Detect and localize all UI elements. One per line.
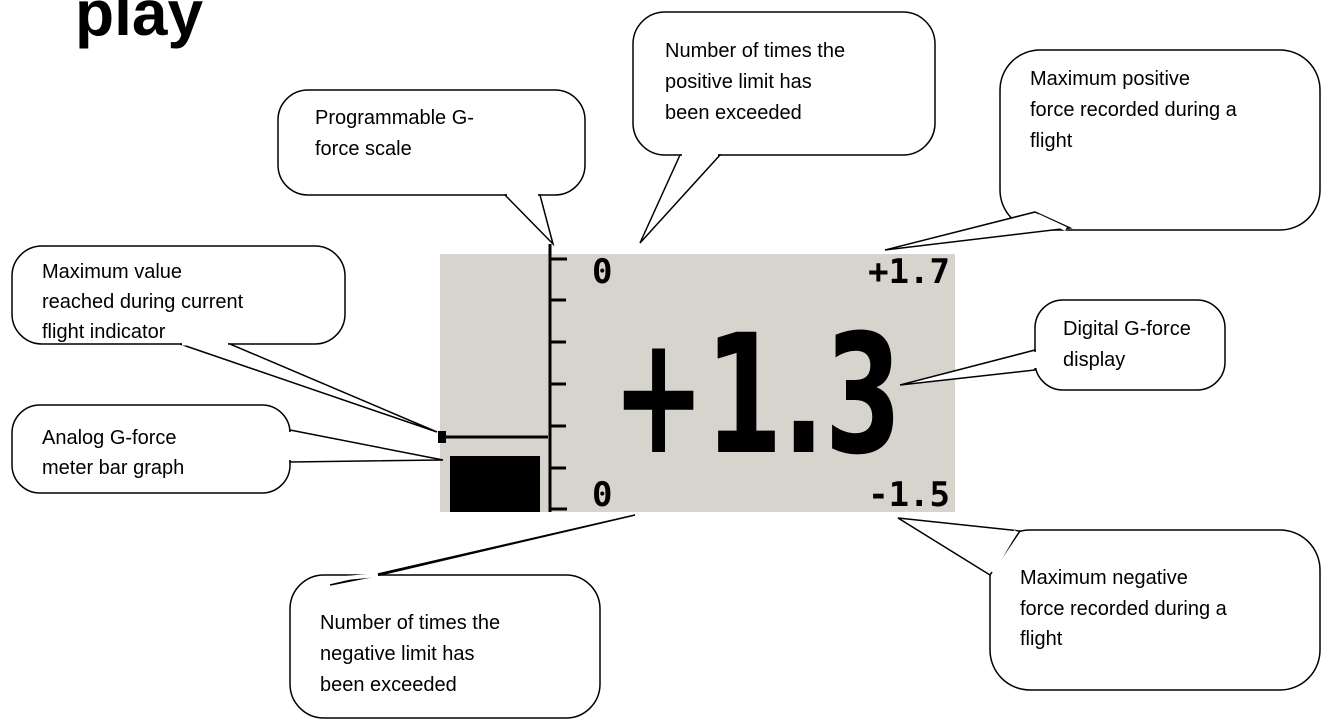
callout: Maximum positive force recorded during a… bbox=[885, 50, 1320, 250]
callout-line: Number of times the bbox=[665, 40, 845, 62]
callout-line: display bbox=[1063, 349, 1125, 371]
callout-line: Maximum negative bbox=[1020, 567, 1188, 589]
negative-count: 0 bbox=[592, 475, 612, 515]
callout-line: been exceeded bbox=[320, 674, 457, 696]
callout: Programmable G- force scale bbox=[278, 90, 585, 244]
diagram: play 0 +1.7 +1.3 0 -1.5 Maximum value re… bbox=[0, 0, 1331, 720]
callout: Analog G-force meter bar graph bbox=[12, 405, 443, 493]
callout-line: force scale bbox=[315, 138, 412, 160]
callout-line: positive limit has bbox=[665, 71, 812, 93]
lcd-display: 0 +1.7 +1.3 0 -1.5 bbox=[438, 244, 955, 515]
callout-line: been exceeded bbox=[665, 102, 802, 124]
callout-line: Number of times the bbox=[320, 612, 500, 634]
max-negative: -1.5 bbox=[868, 475, 950, 515]
bar-graph bbox=[450, 456, 540, 512]
callout-line: Digital G-force bbox=[1063, 318, 1191, 340]
callout-line: Programmable G- bbox=[315, 107, 474, 129]
callout-line: Maximum value bbox=[42, 261, 182, 283]
max-positive: +1.7 bbox=[868, 252, 950, 292]
title: play bbox=[75, 0, 203, 49]
callout-line: force recorded during a bbox=[1020, 598, 1228, 620]
callout-line: flight indicator bbox=[42, 321, 166, 343]
callout: Maximum value reached during current fli… bbox=[12, 246, 437, 432]
callout-line: meter bar graph bbox=[42, 457, 184, 479]
callout-line: force recorded during a bbox=[1030, 99, 1238, 121]
callout-line: flight bbox=[1020, 628, 1063, 650]
callout-line: Analog G-force bbox=[42, 427, 177, 449]
callout-line: negative limit has bbox=[320, 643, 475, 665]
positive-count: 0 bbox=[592, 252, 612, 292]
callout-line: reached during current bbox=[42, 291, 244, 313]
callout: Maximum negative force recorded during a… bbox=[898, 518, 1320, 690]
current-g: +1.3 bbox=[612, 299, 902, 491]
callout: Number of times the positive limit has b… bbox=[633, 12, 935, 243]
callout-line: Maximum positive bbox=[1030, 68, 1190, 90]
callout-line: flight bbox=[1030, 130, 1073, 152]
callout: Number of times the negative limit has b… bbox=[290, 515, 635, 718]
indicator-tip bbox=[438, 431, 446, 443]
